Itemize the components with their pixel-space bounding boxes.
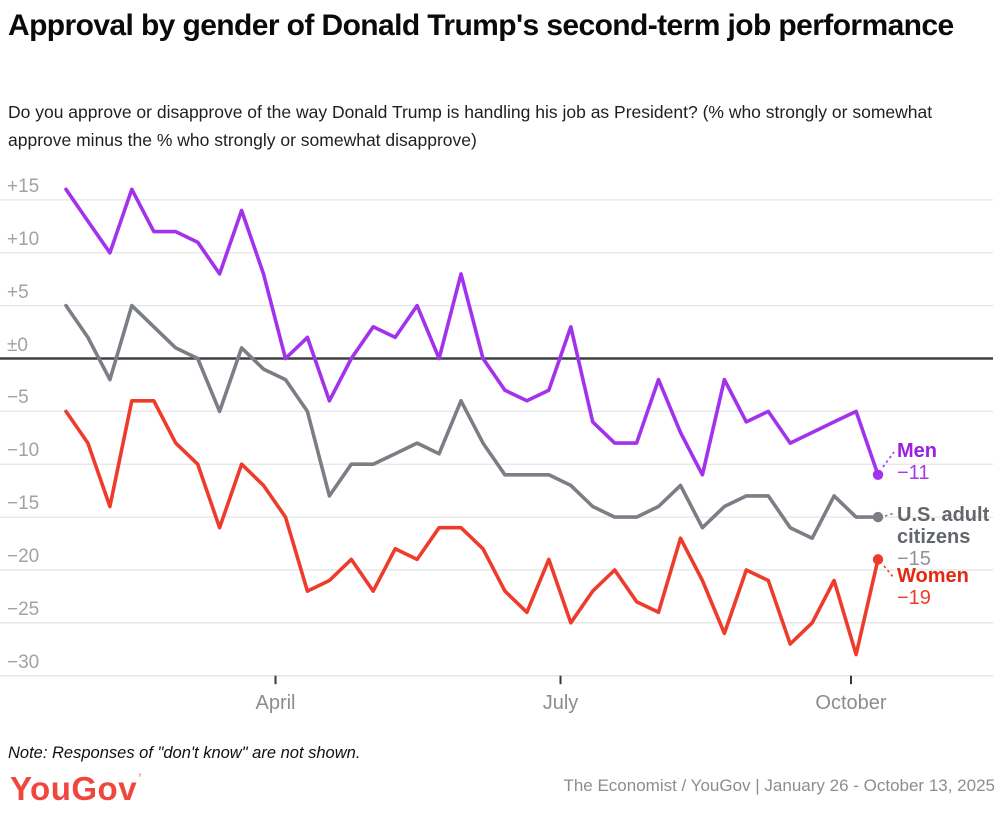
legend-us-adults: U.S. adult citizens −15: [897, 504, 997, 570]
y-axis-label: −5: [7, 387, 29, 409]
legend-women-value: −19: [897, 587, 931, 609]
series-end-dot-men: [872, 469, 884, 481]
y-axis-label: −25: [7, 598, 40, 620]
x-axis-label-april: April: [255, 691, 296, 714]
chart-title: Approval by gender of Donald Trump's sec…: [8, 9, 954, 42]
legend-us-adults-label: U.S. adult citizens: [897, 504, 990, 548]
source-attribution: The Economist / YouGov | January 26 - Oc…: [563, 776, 995, 795]
series-end-dot-women: [872, 554, 884, 565]
chart-subtitle: Do you approve or disapprove of the way …: [8, 102, 933, 150]
series-end-dot-us-adults: [872, 511, 884, 523]
legend-women: Women −19: [897, 565, 997, 609]
x-axis-label-july: July: [542, 691, 579, 714]
x-axis-label-october: October: [815, 691, 887, 714]
y-axis-label: −10: [7, 440, 40, 462]
footnote: Note: Responses of "don't know" are not …: [8, 744, 361, 762]
y-axis-label: −20: [7, 545, 40, 567]
series-line-us-adults: [64, 303, 880, 541]
yougov-logo-mark: ’: [138, 771, 142, 785]
series-line-men: [64, 187, 880, 477]
yougov-logo-text: YouGov: [10, 770, 138, 807]
legend-men: Men −11: [897, 440, 997, 484]
legend-connector-women: [883, 565, 895, 579]
y-axis-label: +10: [7, 228, 40, 250]
legend-men-label: Men: [897, 440, 937, 462]
series-line-women: [64, 398, 880, 657]
y-axis-label: −15: [7, 493, 40, 515]
legend-women-label: Women: [897, 565, 969, 587]
y-axis-label: −30: [7, 651, 40, 673]
legend-us-adults-value: −15: [897, 548, 931, 570]
legend-men-value: −11: [897, 462, 930, 484]
legend-connector-us-adults: [884, 512, 896, 517]
yougov-logo: YouGov’: [10, 770, 142, 808]
y-axis-label: ±0: [7, 334, 28, 356]
y-axis-label: +5: [7, 281, 29, 303]
y-axis-label: +15: [7, 175, 40, 197]
